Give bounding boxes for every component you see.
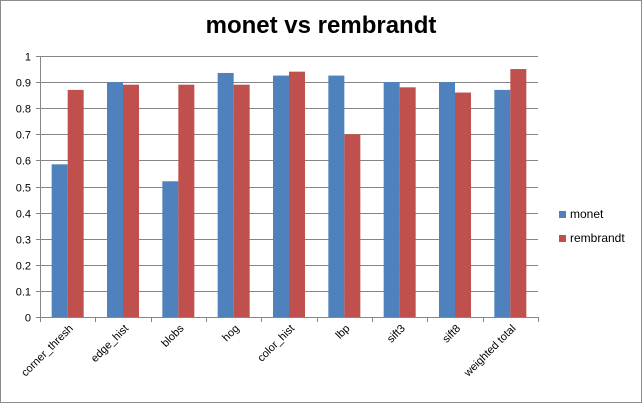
bar-monet-edge_hist bbox=[107, 82, 123, 317]
y-tick-label: 0.5 bbox=[16, 183, 31, 195]
bar-monet-hog bbox=[217, 72, 234, 317]
bar-rembrandt-weighted-total bbox=[510, 69, 527, 317]
y-tick-label: 0.6 bbox=[16, 156, 31, 168]
bar-monet-blobs bbox=[162, 181, 179, 317]
x-tick-label: edge_hist bbox=[89, 323, 131, 365]
legend-swatch-rembrandt bbox=[559, 234, 566, 242]
bar-rembrandt-sift8 bbox=[455, 92, 471, 317]
x-tick-label: color_hist bbox=[255, 323, 297, 365]
x-tick-label: weighted total bbox=[461, 323, 518, 380]
y-tick-label: 0.8 bbox=[16, 104, 31, 116]
legend-item-monet: monet bbox=[559, 202, 625, 226]
chart-title: monet vs rembrandt bbox=[205, 12, 437, 39]
bar-monet-weighted-total bbox=[494, 89, 511, 318]
bar-rembrandt-lbp bbox=[344, 134, 361, 317]
y-tick-label: 1 bbox=[25, 52, 31, 64]
legend-swatch-monet bbox=[559, 210, 566, 218]
legend-label-rembrandt: rembrandt bbox=[570, 231, 625, 245]
legend: monet rembrandt bbox=[559, 202, 625, 250]
legend-label-monet: monet bbox=[570, 207, 604, 221]
x-tick-label: lbp bbox=[334, 323, 353, 342]
bar-rembrandt-color_hist bbox=[289, 71, 305, 317]
y-tick-label: 0.7 bbox=[16, 130, 31, 142]
bar-monet-lbp bbox=[328, 75, 345, 317]
x-tick-label: sift8 bbox=[440, 323, 463, 346]
bar-rembrandt-blobs bbox=[178, 84, 195, 318]
bars bbox=[51, 69, 527, 318]
bar-monet-corner_thresh bbox=[51, 164, 68, 317]
x-tick-label: sift3 bbox=[385, 323, 408, 346]
bar-rembrandt-hog bbox=[233, 84, 250, 318]
x-tick-label: corner_thresh bbox=[19, 323, 75, 379]
bar-rembrandt-corner_thresh bbox=[67, 89, 84, 318]
bar-monet-color_hist bbox=[273, 75, 289, 317]
y-tick-label: 0.9 bbox=[16, 78, 31, 90]
axes bbox=[36, 56, 539, 322]
y-tick-label: 0.3 bbox=[16, 235, 31, 247]
y-tick-label: 0.4 bbox=[16, 209, 31, 221]
legend-item-rembrandt: rembrandt bbox=[559, 226, 625, 250]
x-tick-label: blobs bbox=[159, 322, 186, 349]
y-tick-label: 0.1 bbox=[16, 287, 31, 299]
bar-monet-sift8 bbox=[439, 82, 455, 317]
bar-rembrandt-sift3 bbox=[399, 87, 416, 317]
y-tick-label: 0.2 bbox=[16, 261, 31, 273]
x-tick-label: hog bbox=[220, 323, 241, 344]
bar-rembrandt-edge_hist bbox=[123, 84, 139, 318]
bar-monet-sift3 bbox=[383, 82, 400, 317]
y-tick-label: 0 bbox=[25, 313, 31, 325]
